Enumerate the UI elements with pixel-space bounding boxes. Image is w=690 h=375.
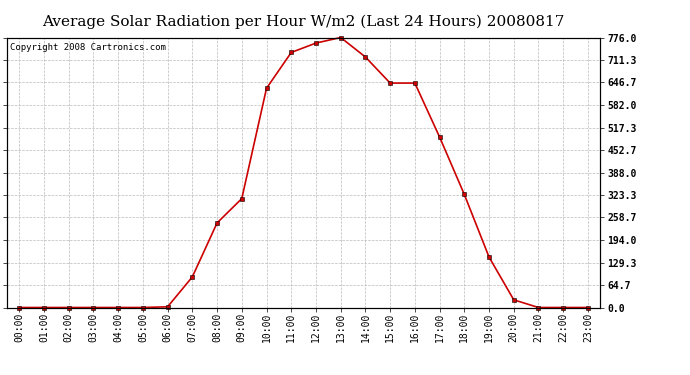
Text: Average Solar Radiation per Hour W/m2 (Last 24 Hours) 20080817: Average Solar Radiation per Hour W/m2 (L… [42,15,565,29]
Text: Copyright 2008 Cartronics.com: Copyright 2008 Cartronics.com [10,43,166,52]
